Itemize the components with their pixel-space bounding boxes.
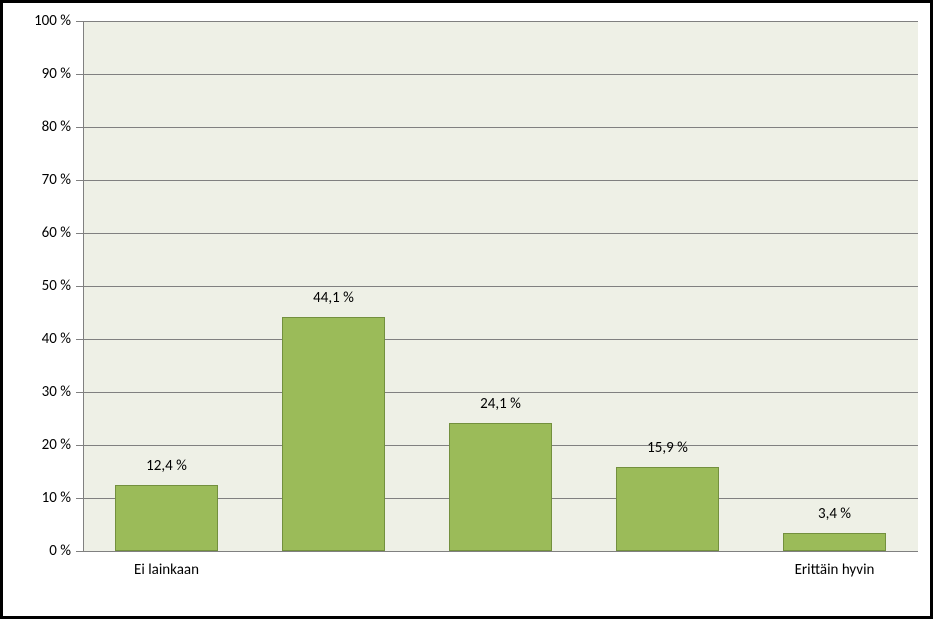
y-axis — [83, 21, 84, 551]
y-axis-label: 100 % — [3, 12, 71, 30]
y-tick-mark — [76, 392, 83, 393]
grid-line — [83, 180, 918, 181]
y-tick-mark — [76, 445, 83, 446]
y-axis-label: 70 % — [3, 171, 71, 189]
grid-line — [83, 74, 918, 75]
y-tick-mark — [76, 180, 83, 181]
bar-value-label: 15,9 % — [647, 439, 688, 457]
y-axis-label: 20 % — [3, 436, 71, 454]
bar — [616, 467, 720, 551]
x-axis-label: Ei lainkaan — [134, 561, 199, 579]
grid-line — [83, 21, 918, 22]
y-axis-label: 10 % — [3, 489, 71, 507]
grid-line — [83, 286, 918, 287]
y-tick-mark — [76, 551, 83, 552]
y-axis-label: 50 % — [3, 277, 71, 295]
y-tick-mark — [76, 233, 83, 234]
grid-line — [83, 339, 918, 340]
bar — [783, 533, 887, 551]
bar — [449, 423, 553, 551]
y-tick-mark — [76, 498, 83, 499]
y-tick-mark — [76, 127, 83, 128]
y-tick-mark — [76, 21, 83, 22]
y-axis-label: 60 % — [3, 224, 71, 242]
bar — [115, 485, 219, 551]
y-axis-label: 30 % — [3, 383, 71, 401]
bar-value-label: 3,4 % — [818, 505, 851, 523]
y-tick-mark — [76, 339, 83, 340]
bar-value-label: 24,1 % — [480, 395, 521, 413]
x-axis — [83, 551, 918, 552]
y-axis-label: 90 % — [3, 65, 71, 83]
y-tick-mark — [76, 74, 83, 75]
y-axis-label: 40 % — [3, 330, 71, 348]
y-axis-label: 0 % — [3, 542, 71, 560]
y-axis-label: 80 % — [3, 118, 71, 136]
x-axis-label: Erittäin hyvin — [795, 561, 875, 579]
grid-line — [83, 233, 918, 234]
chart-frame: 0 % 10 % 20 % 30 % 40 % 50 % 60 % 70 % 80 % 90 % 1… — [0, 0, 933, 619]
y-tick-mark — [76, 286, 83, 287]
bar — [282, 317, 386, 551]
bar-value-label: 44,1 % — [313, 289, 354, 307]
bar-value-label: 12,4 % — [146, 457, 187, 475]
grid-line — [83, 392, 918, 393]
grid-line — [83, 127, 918, 128]
